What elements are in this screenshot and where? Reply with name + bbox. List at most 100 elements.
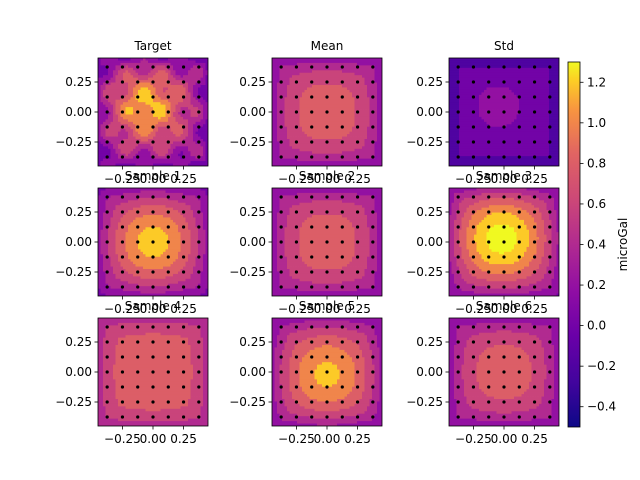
y-tick-label: 0.00 <box>65 365 92 379</box>
y-tick-label: −0.25 <box>406 135 443 149</box>
y-tick-label: 0.25 <box>239 335 266 349</box>
observation-point <box>325 80 329 84</box>
observation-point <box>294 355 299 359</box>
observation-point <box>120 125 125 129</box>
observation-point <box>340 140 344 144</box>
x-tick-label: 0.25 <box>521 302 548 316</box>
panel-title: Sample 6 <box>476 299 532 313</box>
observation-point <box>517 155 521 159</box>
observation-point <box>136 195 140 199</box>
observation-point <box>456 80 460 84</box>
observation-point <box>197 80 201 84</box>
observation-point <box>105 195 109 199</box>
x-tick-label: 0.25 <box>170 432 197 446</box>
observation-point <box>105 385 109 389</box>
observation-point <box>136 400 140 404</box>
observation-point <box>340 240 344 244</box>
observation-point <box>151 400 155 404</box>
observation-point <box>151 155 155 159</box>
x-tick-label: 0.25 <box>170 302 197 316</box>
observation-point <box>120 65 125 69</box>
observation-point <box>355 325 360 329</box>
y-tick-label: 0.00 <box>65 235 92 249</box>
observation-point <box>279 370 283 374</box>
observation-point <box>548 385 552 389</box>
observation-point <box>279 65 283 69</box>
observation-point <box>487 325 491 329</box>
observation-point <box>181 370 186 374</box>
observation-point <box>136 155 140 159</box>
panel-title: Std <box>494 39 514 53</box>
observation-point <box>120 80 125 84</box>
observation-point <box>166 195 170 199</box>
observation-point <box>548 140 552 144</box>
observation-point <box>456 155 460 159</box>
y-tick-label: −0.25 <box>229 265 266 279</box>
observation-point <box>355 65 360 69</box>
panel-sample-2: Sample 20.250.00−0.25−0.250.00 0.25 <box>229 169 383 316</box>
observation-point <box>548 110 552 114</box>
x-tick-label: −0.25 <box>104 302 141 316</box>
observation-point <box>279 210 283 214</box>
observation-point <box>487 155 491 159</box>
x-tick-label: 0.25 <box>344 432 371 446</box>
observation-point <box>136 415 140 419</box>
observation-point <box>532 270 537 274</box>
observation-point <box>105 95 109 99</box>
y-tick-label: 0.00 <box>239 365 266 379</box>
observation-point <box>294 370 299 374</box>
x-tick-label: −0.25 <box>278 302 315 316</box>
observation-point <box>310 110 314 114</box>
observation-point <box>294 210 299 214</box>
observation-point <box>487 400 491 404</box>
observation-point <box>355 270 360 274</box>
observation-point <box>456 340 460 344</box>
observation-point <box>471 385 476 389</box>
colorbar-gradient <box>568 62 580 427</box>
observation-point <box>471 270 476 274</box>
observation-point <box>197 210 201 214</box>
observation-point <box>151 110 155 114</box>
x-tick-label: 0.25 <box>521 172 548 186</box>
x-tick-label: 0.25 <box>170 172 197 186</box>
observation-point <box>151 325 155 329</box>
observation-point <box>279 400 283 404</box>
observation-point <box>502 400 506 404</box>
observation-point <box>487 95 491 99</box>
observation-point <box>456 110 460 114</box>
observation-point <box>279 325 283 329</box>
panel-title: Sample 3 <box>476 169 532 183</box>
observation-point <box>105 340 109 344</box>
colorbar-tick-label: 0.2 <box>587 278 606 292</box>
observation-point <box>340 255 344 259</box>
observation-point <box>548 225 552 229</box>
observation-point <box>371 370 375 374</box>
y-tick-label: 0.25 <box>416 205 443 219</box>
observation-point <box>502 415 506 419</box>
observation-point <box>471 95 476 99</box>
panel-sample-5: Sample 50.250.00−0.25−0.250.00 0.25 <box>229 299 383 446</box>
observation-point <box>502 125 506 129</box>
observation-point <box>355 340 360 344</box>
observation-point <box>197 270 201 274</box>
observation-points <box>279 65 375 159</box>
y-tick-label: −0.25 <box>229 135 266 149</box>
y-tick-label: −0.25 <box>406 395 443 409</box>
observation-point <box>487 140 491 144</box>
observation-point <box>487 240 491 244</box>
observation-point <box>487 125 491 129</box>
observation-point <box>548 255 552 259</box>
observation-point <box>548 285 552 289</box>
observation-point <box>181 255 186 259</box>
observation-point <box>197 65 201 69</box>
observation-point <box>279 355 283 359</box>
contour-field <box>98 318 208 426</box>
observation-point <box>120 240 125 244</box>
observation-point <box>371 270 375 274</box>
observation-point <box>136 370 140 374</box>
observation-point <box>197 95 201 99</box>
observation-point <box>502 325 506 329</box>
